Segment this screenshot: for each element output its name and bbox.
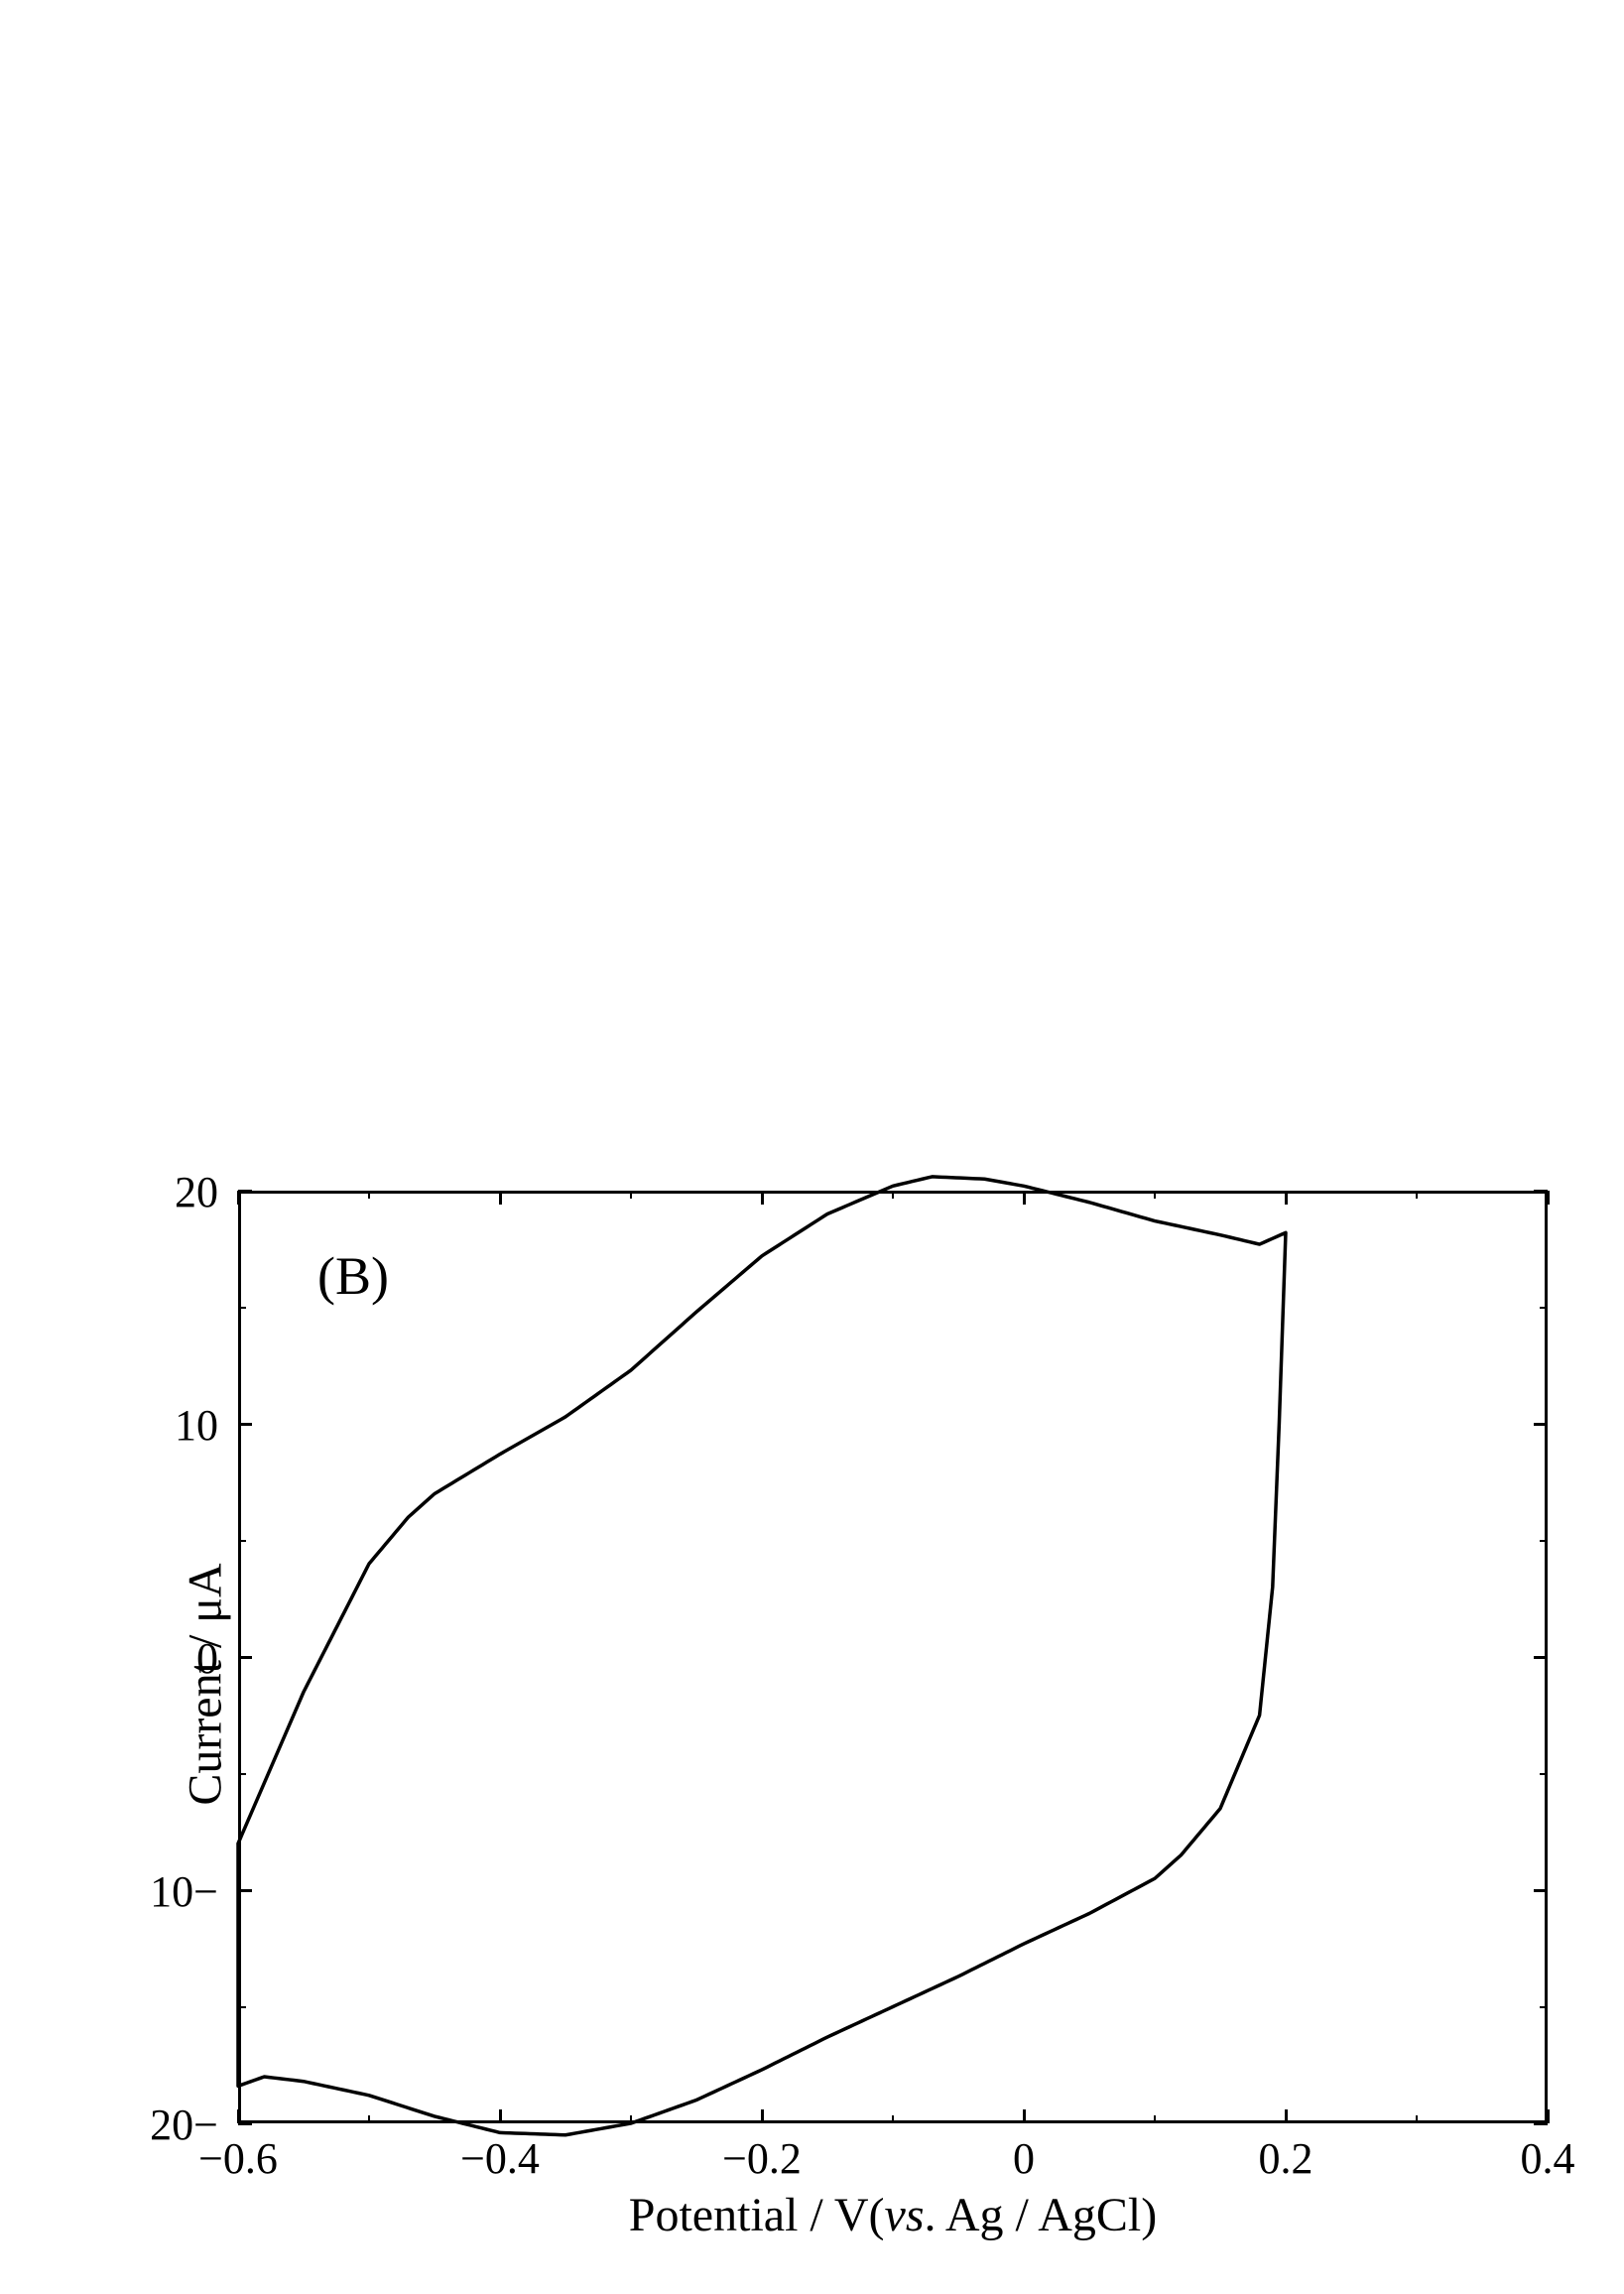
x-tick-minor: [368, 1191, 370, 1199]
x-tick-minor: [1154, 1191, 1156, 1199]
y-tick-minor: [238, 2006, 246, 2008]
x-tick-major: [761, 1191, 764, 1205]
y-tick-minor: [1540, 1540, 1548, 1542]
x-tick-major: [499, 1191, 502, 1205]
x-tick-minor: [368, 2115, 370, 2123]
x-tick-label: −0.4: [460, 2133, 540, 2184]
y-tick-minor: [238, 1307, 246, 1309]
x-axis-label: Potential / V(vs. Ag / AgCl): [629, 2188, 1157, 2242]
panel-label: (B): [317, 1245, 389, 1307]
panel-b-svg: [0, 0, 1624, 2294]
y-tick-major: [1534, 1423, 1548, 1426]
x-tick-minor: [1416, 2115, 1418, 2123]
x-tick-minor: [1154, 2115, 1156, 2123]
x-tick-major: [761, 2109, 764, 2123]
y-tick-minor: [1540, 2006, 1548, 2008]
y-tick-major: [238, 1889, 252, 1892]
x-tick-major: [499, 2109, 502, 2123]
x-tick-minor: [1416, 1191, 1418, 1199]
x-tick-minor: [630, 2115, 632, 2123]
y-tick-major: [1534, 1190, 1548, 1193]
y-tick-major: [238, 1656, 252, 1659]
x-tick-minor: [630, 1191, 632, 1199]
x-tick-label: 0.2: [1259, 2133, 1313, 2184]
x-tick-major: [1285, 2109, 1288, 2123]
x-tick-label: −0.2: [722, 2133, 802, 2184]
y-tick-major: [238, 2122, 252, 2125]
y-tick-major: [1534, 1656, 1548, 1659]
y-tick-minor: [238, 1540, 246, 1542]
x-tick-label: 0.4: [1521, 2133, 1575, 2184]
y-tick-major: [1534, 1889, 1548, 1892]
panel-b: −0.6−0.4−0.200.20.4−20−1001020Potential …: [0, 0, 1624, 2294]
y-tick-major: [238, 1190, 252, 1193]
x-tick-major: [1023, 2109, 1026, 2123]
curve-b-main: [238, 1177, 1286, 2135]
y-tick-minor: [1540, 1773, 1548, 1775]
y-tick-minor: [238, 1773, 246, 1775]
x-tick-minor: [892, 2115, 894, 2123]
x-tick-label: 0: [1013, 2133, 1035, 2184]
y-tick-major: [238, 1423, 252, 1426]
x-tick-major: [1023, 1191, 1026, 1205]
x-tick-major: [1547, 1191, 1550, 1205]
x-tick-major: [1285, 1191, 1288, 1205]
y-tick-major: [1534, 2122, 1548, 2125]
x-tick-minor: [892, 1191, 894, 1199]
x-tick-major: [237, 1191, 240, 1205]
y-axis-label: Current / μA: [179, 1563, 233, 1805]
y-tick-minor: [1540, 1307, 1548, 1309]
